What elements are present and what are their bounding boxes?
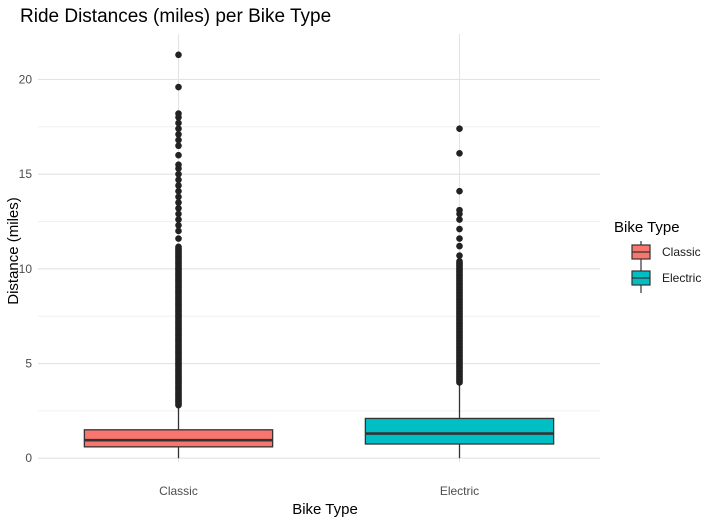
outlier-point <box>175 161 182 168</box>
y-tick-label: 0 <box>25 451 32 465</box>
outlier-point <box>456 125 463 132</box>
box-body <box>83 429 274 448</box>
grid-lines <box>38 34 600 462</box>
outlier-point <box>175 136 182 144</box>
chart-title: Ride Distances (miles) per Bike Type <box>20 6 331 27</box>
outlier-point <box>456 150 463 157</box>
y-tick-label: 5 <box>25 357 32 371</box>
box-body <box>364 417 555 445</box>
y-tick-labels: 0 5 10 15 20 <box>19 72 33 465</box>
outlier-point <box>175 187 182 195</box>
y-tick-label: 15 <box>19 167 33 181</box>
legend-label: Classic <box>662 245 701 259</box>
x-tick-label: Electric <box>440 484 479 498</box>
outlier-point <box>175 83 182 91</box>
legend-label: Electric <box>662 271 701 285</box>
outlier-point <box>175 235 182 242</box>
outlier-point <box>456 206 463 214</box>
outlier-point <box>175 151 182 159</box>
outlier-point <box>175 125 182 132</box>
x-tick-labels: Classic Electric <box>159 484 479 498</box>
outlier-point <box>456 242 463 250</box>
outlier-point <box>175 119 182 127</box>
boxes <box>83 51 555 459</box>
outlier-point <box>175 176 182 184</box>
outlier-point <box>175 142 182 150</box>
y-axis-title: Distance (miles) <box>5 197 22 305</box>
outlier-point <box>175 199 182 206</box>
box-electric <box>364 125 555 459</box>
outlier-point <box>175 243 182 251</box>
outlier-point <box>175 182 182 189</box>
outlier-point <box>175 221 182 229</box>
outlier-point <box>175 216 182 223</box>
y-tick-label: 10 <box>19 262 33 276</box>
outlier-point <box>456 257 463 265</box>
y-tick-label: 20 <box>19 72 33 86</box>
outlier-point <box>175 193 182 201</box>
outlier-point <box>175 227 182 235</box>
x-tick-label: Classic <box>159 484 198 498</box>
outlier-point <box>456 225 463 233</box>
legend-title: Bike Type <box>614 219 680 236</box>
outlier-point <box>175 131 182 138</box>
legend: Bike Type Classic Electric <box>614 219 701 293</box>
outlier-point <box>175 210 182 218</box>
outlier-point <box>175 51 182 59</box>
outlier-point <box>175 204 182 212</box>
outlier-point <box>456 187 463 195</box>
outlier-point <box>456 252 463 259</box>
box-classic <box>83 51 274 459</box>
outlier-point <box>175 170 182 178</box>
x-axis-title: Bike Type <box>292 501 358 518</box>
outlier-point <box>175 110 182 117</box>
outlier-point <box>456 235 463 242</box>
legend-item-electric: Electric <box>631 267 701 293</box>
outlier-point <box>456 216 463 223</box>
legend-item-classic: Classic <box>631 241 701 267</box>
